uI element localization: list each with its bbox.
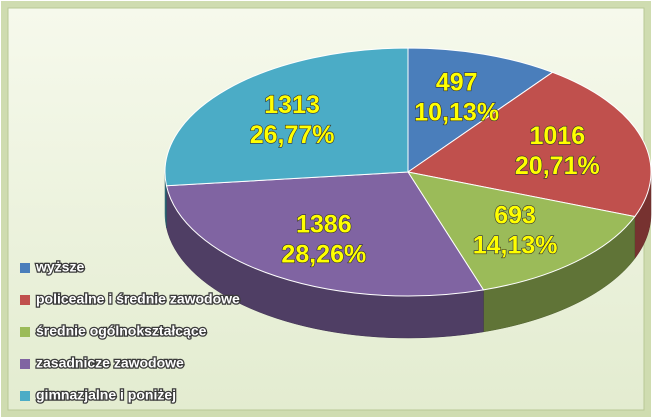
legend-label: średnie ogólnokształcące — [36, 323, 207, 339]
value-label: 693 — [494, 202, 536, 230]
slice — [165, 171, 485, 297]
value-label: 497 — [436, 69, 478, 97]
slice — [407, 47, 554, 173]
percent-label: 28,26% — [281, 241, 366, 269]
legend-swatch — [20, 295, 30, 305]
legend-label: zasadnicze zawodowe — [36, 355, 184, 371]
slice — [164, 47, 409, 187]
legend-label: wyższe — [35, 259, 84, 275]
percent-label: 14,13% — [473, 232, 558, 260]
slice — [406, 71, 652, 218]
legend-swatch — [20, 327, 30, 337]
value-label: 1386 — [296, 211, 352, 239]
legend-label: policealne i średnie zawodowe — [36, 291, 240, 307]
legend: wyższe policealne i średnie zawodowe średn… — [20, 257, 241, 404]
percent-label: 26,77% — [250, 121, 335, 149]
value-label: 1016 — [530, 122, 586, 150]
value-label: 1313 — [264, 91, 320, 119]
legend-swatch — [20, 391, 30, 401]
percent-label: 10,13% — [414, 99, 499, 127]
legend-label: gimnazjalne i poniżej — [36, 387, 176, 403]
legend-swatch — [20, 359, 30, 369]
legend-swatch — [20, 263, 30, 273]
percent-label: 20,71% — [515, 152, 600, 180]
